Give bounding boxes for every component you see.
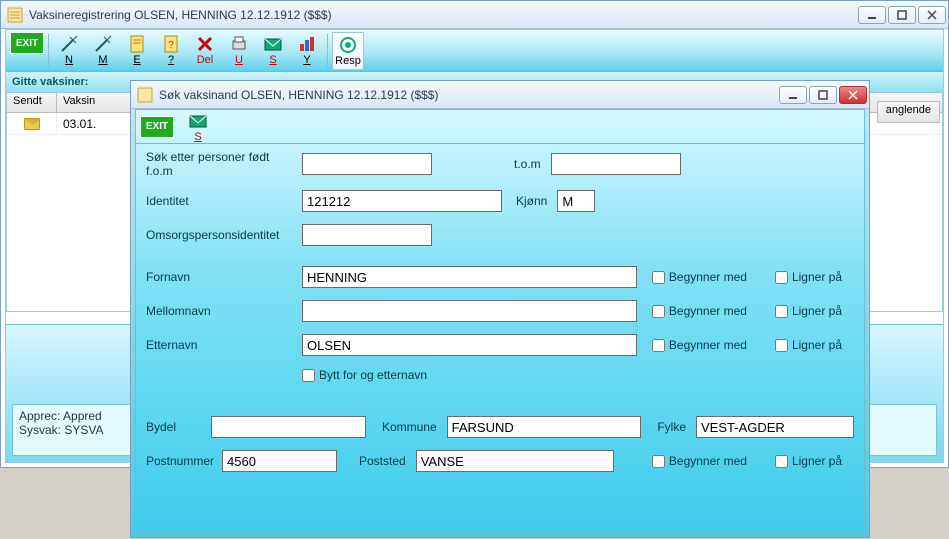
svg-text:?: ? — [168, 40, 174, 51]
label-identitet: Identitet — [146, 194, 296, 208]
toolbar-n[interactable]: N — [53, 32, 85, 68]
label-kjonn: Kjønn — [516, 194, 547, 208]
label-mellomnavn: Mellomnavn — [146, 304, 296, 318]
input-fylke[interactable] — [696, 416, 854, 438]
mail-icon — [188, 111, 208, 131]
exit-button[interactable]: EXIT — [10, 32, 44, 54]
input-kommune[interactable] — [447, 416, 642, 438]
input-kjonn[interactable] — [557, 190, 595, 212]
chk-fornavn-ligner[interactable]: Ligner på — [775, 270, 842, 284]
close-button[interactable] — [918, 6, 946, 24]
toolbar-e[interactable]: E — [121, 32, 153, 68]
syringe-icon — [93, 34, 113, 54]
label-fornavn: Fornavn — [146, 270, 296, 284]
grid-header-sendt[interactable]: Sendt — [7, 93, 57, 112]
label-postnummer: Postnummer — [146, 454, 216, 468]
main-title: Vaksineregistrering OLSEN, HENNING 12.12… — [29, 8, 858, 22]
input-mellomnavn[interactable] — [302, 300, 637, 322]
dialog-minimize-button[interactable] — [779, 86, 807, 104]
dialog-exit-button[interactable]: EXIT — [140, 116, 174, 138]
dialog-search-button[interactable]: S — [182, 109, 214, 145]
dialog-titlebar: Søk vaksinand OLSEN, HENNING 12.12.1912 … — [131, 81, 869, 109]
input-postnummer[interactable] — [222, 450, 337, 472]
toolbar-del[interactable]: Del — [189, 32, 221, 68]
envelope-icon — [24, 118, 40, 130]
toolbar-s[interactable]: S — [257, 32, 289, 68]
main-titlebar: Vaksineregistrering OLSEN, HENNING 12.12… — [1, 1, 948, 29]
label-fom: Søk etter personer født f.o.m — [146, 150, 296, 178]
document-icon: ? — [161, 34, 181, 54]
label-omsorg: Omsorgspersonsidentitet — [146, 228, 296, 242]
chk-mellomnavn-ligner[interactable]: Ligner på — [775, 304, 842, 318]
toolbar-q[interactable]: ? ? — [155, 32, 187, 68]
label-etternavn: Etternavn — [146, 338, 296, 352]
chk-mellomnavn-begynner[interactable]: Begynner med — [652, 304, 747, 318]
input-identitet[interactable] — [302, 190, 502, 212]
label-poststed: Poststed — [359, 454, 406, 468]
target-icon — [338, 35, 358, 55]
label-fylke: Fylke — [657, 420, 686, 434]
chk-etternavn-ligner[interactable]: Ligner på — [775, 338, 842, 352]
input-omsorg[interactable] — [302, 224, 432, 246]
input-fornavn[interactable] — [302, 266, 637, 288]
toolbar-resp[interactable]: Resp — [332, 32, 364, 70]
chk-etternavn-begynner[interactable]: Begynner med — [652, 338, 747, 352]
dialog-client: EXIT S Søk etter personer født f.o.m t.o… — [135, 109, 865, 533]
document-icon — [127, 34, 147, 54]
row-sendt-icon — [7, 113, 57, 134]
chk-fornavn-begynner[interactable]: Begynner med — [652, 270, 747, 284]
toolbar-m[interactable]: M — [87, 32, 119, 68]
syringe-icon — [59, 34, 79, 54]
input-etternavn[interactable] — [302, 334, 637, 356]
maximize-button[interactable] — [888, 6, 916, 24]
label-bydel: Bydel — [146, 420, 205, 434]
app-icon — [7, 7, 23, 23]
main-toolbar: EXIT N M E ? ? Del — [6, 30, 943, 72]
dialog-maximize-button[interactable] — [809, 86, 837, 104]
dialog-toolbar: EXIT S — [136, 110, 864, 144]
delete-icon — [195, 34, 215, 54]
mail-icon — [263, 34, 283, 54]
input-fom[interactable] — [302, 153, 432, 175]
label-tom: t.o.m — [514, 157, 541, 171]
chk-post-ligner[interactable]: Ligner på — [775, 454, 842, 468]
chart-icon — [297, 34, 317, 54]
chk-post-begynner[interactable]: Begynner med — [652, 454, 747, 468]
minimize-button[interactable] — [858, 6, 886, 24]
search-dialog: Søk vaksinand OLSEN, HENNING 12.12.1912 … — [130, 80, 870, 538]
print-icon — [229, 34, 249, 54]
label-kommune: Kommune — [382, 420, 437, 434]
toolbar-y[interactable]: Y — [291, 32, 323, 68]
toolbar-u[interactable]: U — [223, 32, 255, 68]
dialog-close-button[interactable] — [839, 86, 867, 104]
chk-bytt[interactable]: Bytt for og etternavn — [302, 368, 427, 382]
dialog-title: Søk vaksinand OLSEN, HENNING 12.12.1912 … — [159, 88, 779, 102]
input-poststed[interactable] — [416, 450, 614, 472]
app-icon — [137, 87, 153, 103]
input-bydel[interactable] — [211, 416, 366, 438]
grid-header-manglende[interactable]: anglende — [877, 101, 940, 123]
input-tom[interactable] — [551, 153, 681, 175]
